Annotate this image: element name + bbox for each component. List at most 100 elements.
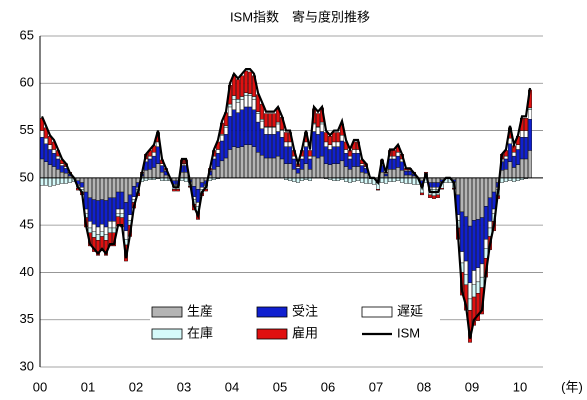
bar-segment	[268, 134, 272, 159]
bar-segment	[228, 116, 232, 150]
bar-segment	[288, 146, 292, 164]
bar-segment	[236, 147, 240, 179]
bar-segment	[344, 177, 348, 182]
bar-segment	[40, 158, 44, 179]
bar-segment	[460, 177, 464, 213]
bar-segment	[96, 226, 100, 235]
bar-segment	[528, 109, 532, 120]
bar-segment	[300, 169, 304, 179]
bar-segment	[152, 167, 156, 179]
bar-segment	[92, 177, 96, 200]
bar-segment	[56, 158, 60, 170]
bar-segment	[396, 167, 400, 179]
bar-segment	[260, 128, 264, 156]
bar-segment	[436, 194, 440, 198]
bar-segment	[236, 79, 240, 100]
bar-segment	[48, 164, 52, 179]
bar-segment	[500, 177, 504, 183]
bar-segment	[244, 144, 248, 179]
bar-segment	[132, 177, 136, 187]
bar-segment	[524, 130, 528, 138]
bar-segment	[308, 169, 312, 179]
bar-segment	[328, 149, 332, 165]
bar-segment	[176, 189, 180, 192]
bar-segment	[488, 197, 492, 222]
bar-segment	[256, 152, 260, 179]
bar-segment	[128, 177, 132, 196]
bar-segment	[408, 177, 412, 184]
bar-segment	[276, 123, 280, 132]
x-tick-label: 06	[321, 379, 335, 394]
bar-segment	[344, 153, 348, 167]
bar-segment	[296, 168, 300, 174]
bar-segment	[468, 177, 472, 227]
bar-segment	[348, 158, 352, 170]
y-tick-label: 60	[20, 75, 34, 90]
bar-segment	[252, 99, 256, 110]
bar-segment	[480, 217, 484, 265]
bar-segment	[528, 150, 532, 179]
bar-segment	[92, 237, 96, 252]
legend-swatch	[256, 306, 288, 318]
bar-segment	[112, 227, 116, 233]
bar-segment	[484, 206, 488, 240]
bar-segment	[40, 177, 44, 186]
x-tick-label: 08	[417, 379, 431, 394]
x-tick-label: 10	[513, 379, 527, 394]
bar-segment	[120, 177, 124, 193]
bar-segment	[296, 177, 300, 183]
bar-segment	[400, 161, 404, 171]
x-tick-label: 00	[33, 379, 47, 394]
bar-segment	[112, 221, 116, 229]
bar-segment	[400, 170, 404, 179]
bar-segment	[248, 144, 252, 179]
bar-segment	[528, 107, 532, 110]
bar-segment	[276, 155, 280, 179]
bar-segment	[256, 111, 260, 114]
bar-segment	[92, 223, 96, 232]
bar-segment	[392, 177, 396, 182]
bar-segment	[252, 109, 256, 147]
bar-segment	[308, 155, 312, 160]
bar-segment	[236, 99, 240, 103]
bar-segment	[244, 70, 248, 93]
bar-segment	[260, 119, 264, 122]
bar-segment	[252, 96, 256, 100]
bar-segment	[392, 169, 396, 179]
bar-segment	[280, 158, 284, 179]
bar-segment	[520, 158, 524, 179]
bar-segment	[360, 177, 364, 183]
bar-segment	[44, 137, 48, 145]
bar-segment	[88, 197, 92, 222]
bar-segment	[264, 127, 268, 135]
bar-segment	[412, 177, 416, 185]
bar-segment	[96, 234, 100, 241]
bar-segment	[476, 281, 480, 294]
y-tick-label: 65	[20, 27, 34, 42]
bar-segment	[264, 113, 268, 127]
bar-segment	[252, 146, 256, 179]
bar-segment	[116, 177, 120, 193]
bar-segment	[332, 146, 336, 164]
bar-segment	[200, 177, 204, 183]
bar-segment	[336, 163, 340, 179]
bar-segment	[220, 135, 224, 142]
bar-segment	[212, 158, 216, 170]
bar-segment	[116, 208, 120, 214]
legend-label: 生産	[187, 303, 213, 318]
bar-segment	[104, 200, 108, 228]
bar-segment	[476, 219, 480, 268]
bar-segment	[364, 172, 368, 179]
bar-segment	[236, 101, 240, 113]
bar-segment	[324, 141, 328, 147]
bar-segment	[420, 192, 424, 196]
bar-segment	[108, 227, 112, 233]
bar-segment	[156, 146, 160, 164]
bar-segment	[308, 158, 312, 170]
bar-segment	[200, 182, 204, 188]
bar-segment	[152, 152, 156, 157]
bar-segment	[356, 153, 360, 167]
bar-segment	[56, 155, 60, 160]
bar-segment	[92, 231, 96, 238]
bar-segment	[224, 157, 228, 179]
